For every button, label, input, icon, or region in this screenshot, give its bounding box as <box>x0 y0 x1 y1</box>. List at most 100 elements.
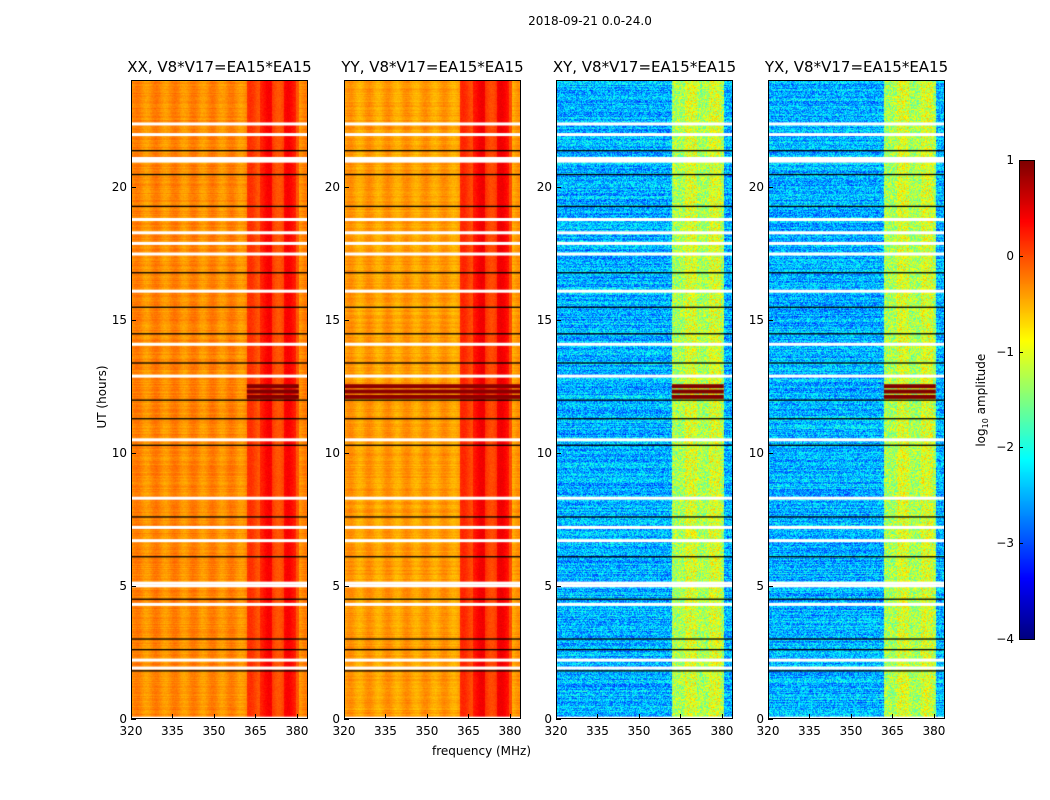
y-tick-mark <box>344 719 349 720</box>
heatmap-panel-1 <box>131 80 308 719</box>
x-tick-mark <box>213 714 215 719</box>
y-tick-label: 0 <box>756 712 764 726</box>
x-tick-mark <box>721 714 723 719</box>
x-tick-mark <box>385 714 387 719</box>
colorbar-tick-mark <box>1019 351 1023 353</box>
figure-title: 2018-09-21 0.0-24.0 <box>528 14 652 28</box>
y-tick-label: 20 <box>536 179 552 194</box>
y-tick-label: 10 <box>324 445 340 460</box>
y-tick-mark <box>131 319 136 321</box>
x-tick-label: 350 <box>839 724 863 738</box>
heatmap-panel-3 <box>556 80 733 719</box>
y-tick-mark <box>131 585 136 587</box>
x-tick-mark <box>597 714 599 719</box>
y-tick-label: 0 <box>544 712 552 726</box>
y-tick-label: 5 <box>332 578 340 593</box>
y-tick-label: 10 <box>536 445 552 460</box>
x-tick-label: 365 <box>881 724 904 738</box>
x-tick-label: 335 <box>586 724 609 738</box>
y-tick-mark <box>556 186 561 188</box>
x-tick-label: 335 <box>161 724 184 738</box>
y-tick-mark <box>344 585 349 587</box>
y-tick-label: 20 <box>748 179 764 194</box>
y-tick-label: 5 <box>119 578 127 593</box>
y-tick-label: 0 <box>332 712 340 726</box>
x-tick-mark <box>850 714 852 719</box>
x-tick-label: 350 <box>627 724 651 738</box>
colorbar <box>1019 160 1035 640</box>
x-tick-mark <box>131 714 132 719</box>
y-tick-mark <box>768 452 773 454</box>
y-tick-label: 0 <box>119 712 127 726</box>
y-tick-mark <box>768 186 773 188</box>
y-tick-mark <box>344 452 349 454</box>
y-tick-mark <box>131 719 136 720</box>
colorbar-tick-label: −1 <box>996 344 1014 359</box>
x-tick-label: 380 <box>710 724 734 738</box>
x-tick-label: 335 <box>798 724 821 738</box>
y-tick-label: 5 <box>544 578 552 593</box>
x-tick-mark <box>296 714 298 719</box>
x-tick-mark <box>768 714 769 719</box>
panel-title: XY, V8*V17=EA15*EA15 <box>552 58 737 76</box>
x-tick-label: 365 <box>669 724 692 738</box>
x-tick-label: 380 <box>285 724 309 738</box>
x-tick-label: 350 <box>202 724 226 738</box>
x-tick-mark <box>809 714 811 719</box>
x-tick-mark <box>172 714 174 719</box>
heatmap-panel-4 <box>768 80 945 719</box>
colorbar-tick-mark <box>1019 160 1023 161</box>
x-tick-mark <box>426 714 428 719</box>
heatmap-cells <box>557 81 732 718</box>
colorbar-tick-label: 1 <box>1006 153 1014 167</box>
x-tick-label: 365 <box>457 724 480 738</box>
x-tick-label: 320 <box>332 724 356 738</box>
y-tick-label: 20 <box>111 179 127 194</box>
x-tick-mark <box>680 714 682 719</box>
colorbar-tick-mark <box>1019 447 1023 449</box>
heatmap-cells <box>132 81 307 718</box>
y-tick-mark <box>131 452 136 454</box>
x-tick-label: 335 <box>374 724 397 738</box>
y-tick-label: 20 <box>324 179 340 194</box>
x-tick-mark <box>933 714 935 719</box>
colorbar-gradient <box>1020 161 1034 639</box>
y-tick-mark <box>556 452 561 454</box>
panel-title: YY, V8*V17=EA15*EA15 <box>341 58 524 76</box>
x-tick-mark <box>344 714 345 719</box>
y-tick-mark <box>344 186 349 188</box>
y-tick-mark <box>556 719 561 720</box>
x-tick-mark <box>468 714 470 719</box>
y-axis-label: UT (hours) <box>95 365 109 429</box>
x-tick-label: 320 <box>544 724 568 738</box>
panel-title: XX, V8*V17=EA15*EA15 <box>127 58 312 76</box>
x-tick-mark <box>556 714 557 719</box>
x-tick-label: 365 <box>244 724 267 738</box>
colorbar-tick-label: −3 <box>996 536 1014 551</box>
x-axis-label: frequency (MHz) <box>432 744 532 758</box>
x-tick-mark <box>892 714 894 719</box>
colorbar-tick-mark <box>1019 543 1023 545</box>
y-tick-mark <box>768 719 773 720</box>
y-tick-mark <box>131 186 136 188</box>
y-tick-mark <box>768 585 773 587</box>
colorbar-tick-label: 0 <box>1006 248 1014 263</box>
heatmap-cells <box>769 81 944 718</box>
x-tick-label: 380 <box>498 724 522 738</box>
y-tick-mark <box>556 585 561 587</box>
y-tick-mark <box>556 319 561 321</box>
x-tick-label: 320 <box>756 724 780 738</box>
y-tick-label: 10 <box>748 445 764 460</box>
x-tick-label: 320 <box>119 724 143 738</box>
x-tick-mark <box>638 714 640 719</box>
x-tick-label: 350 <box>415 724 439 738</box>
x-tick-mark <box>255 714 257 719</box>
colorbar-tick-label: −4 <box>996 632 1014 646</box>
y-tick-label: 10 <box>111 445 127 460</box>
y-tick-label: 15 <box>748 312 764 327</box>
heatmap-panel-2 <box>344 80 521 719</box>
y-tick-label: 5 <box>756 578 764 593</box>
colorbar-tick-mark <box>1019 255 1023 257</box>
y-tick-mark <box>768 319 773 321</box>
